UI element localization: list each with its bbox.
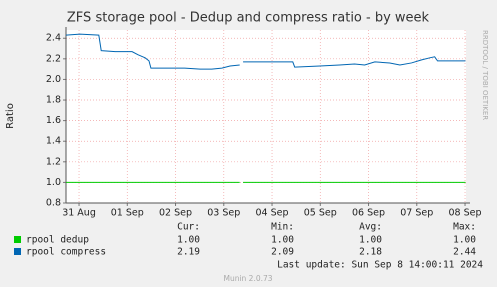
x-tick-label: 05 Sep	[304, 208, 337, 219]
last-update: Last update: Sun Sep 8 14:00:11 2024	[277, 260, 483, 271]
legend-stat: 1.00	[453, 235, 476, 246]
legend-stat: 2.09	[271, 247, 294, 258]
x-tick-label: 31 Aug	[62, 208, 96, 219]
x-tick-label: 03 Sep	[207, 208, 240, 219]
y-tick-label: 2.0	[46, 74, 61, 85]
legend-stat: 2.18	[359, 247, 382, 258]
x-tick-label: 04 Sep	[256, 208, 289, 219]
chart-title: ZFS storage pool - Dedup and compress ra…	[67, 11, 430, 26]
x-tick-label: 07 Sep	[400, 208, 433, 219]
y-tick-label: 1.2	[46, 156, 61, 167]
y-tick-label: 1.0	[46, 177, 61, 188]
y-tick-label: 1.4	[46, 136, 61, 147]
side-label: RRDTOOL / TOBI OETIKER	[481, 30, 489, 120]
legend-stat: 1.00	[177, 235, 200, 246]
legend-swatch	[14, 248, 21, 255]
legend-label: rpool dedup	[26, 235, 89, 246]
x-tick-label: 02 Sep	[159, 208, 192, 219]
legend-column-header: Avg:	[359, 222, 382, 233]
y-tick-label: 2.4	[46, 33, 61, 44]
legend-swatch	[14, 236, 21, 243]
legend-stat: 1.00	[359, 235, 382, 246]
x-tick-label: 01 Sep	[111, 208, 144, 219]
y-axis-label: Ratio	[5, 103, 16, 129]
legend-column-header: Min:	[271, 222, 294, 233]
x-tick-label: 08 Sep	[449, 208, 482, 219]
plot-area	[66, 30, 466, 203]
legend-label: rpool compress	[26, 247, 106, 258]
y-tick-label: 0.8	[46, 198, 61, 209]
x-tick-label: 06 Sep	[352, 208, 385, 219]
footer: Munin 2.0.73	[223, 274, 272, 283]
y-tick-label: 1.6	[46, 115, 61, 126]
y-tick-label: 1.8	[46, 95, 61, 106]
legend-stat: 1.00	[271, 235, 294, 246]
series-line	[65, 33, 466, 70]
legend-stat: 2.44	[453, 247, 476, 258]
legend-column-header: Cur:	[177, 222, 200, 233]
legend-column-header: Max:	[453, 222, 476, 233]
legend-stat: 2.19	[177, 247, 200, 258]
y-tick-label: 2.2	[46, 53, 61, 64]
